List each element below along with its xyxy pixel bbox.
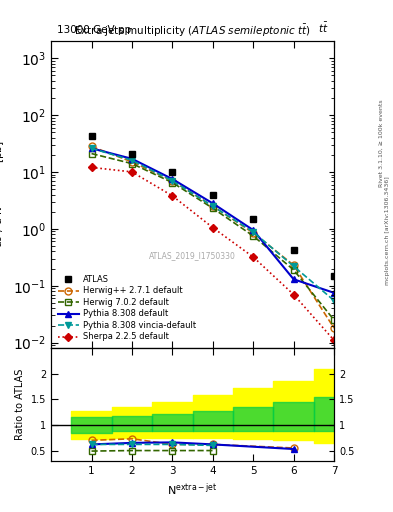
Legend: ATLAS, Herwig++ 2.7.1 default, Herwig 7.0.2 default, Pythia 8.308 default, Pythi: ATLAS, Herwig++ 2.7.1 default, Herwig 7.… — [55, 272, 198, 344]
Pythia 8.308 default — [332, 290, 336, 296]
Text: $t\bar{t}$: $t\bar{t}$ — [318, 20, 329, 35]
ATLAS — [251, 216, 255, 222]
Herwig++ 2.7.1 default — [170, 178, 175, 184]
Line: Herwig++ 2.7.1 default: Herwig++ 2.7.1 default — [88, 143, 338, 332]
Herwig++ 2.7.1 default — [210, 203, 215, 209]
Pythia 8.308 vincia-default — [251, 229, 255, 235]
Herwig++ 2.7.1 default — [251, 230, 255, 236]
Sherpa 2.2.5 default — [291, 291, 296, 297]
Herwig 7.0.2 default — [251, 233, 255, 239]
Text: Rivet 3.1.10, ≥ 100k events: Rivet 3.1.10, ≥ 100k events — [379, 99, 384, 187]
Herwig 7.0.2 default — [332, 317, 336, 323]
Title: Extra jets multiplicity $\mathit{(ATLAS\ semileptonic\ t\bar{t})}$: Extra jets multiplicity $\mathit{(ATLAS\… — [74, 23, 311, 39]
Herwig 7.0.2 default — [89, 151, 94, 157]
Herwig 7.0.2 default — [210, 205, 215, 211]
Text: 13000 GeV pp: 13000 GeV pp — [57, 25, 131, 35]
Pythia 8.308 vincia-default — [170, 178, 175, 184]
Pythia 8.308 default — [130, 156, 134, 162]
Pythia 8.308 default — [89, 145, 94, 152]
Pythia 8.308 vincia-default — [291, 263, 296, 269]
Herwig 7.0.2 default — [170, 180, 175, 186]
Sherpa 2.2.5 default — [251, 254, 255, 260]
Pythia 8.308 vincia-default — [210, 203, 215, 209]
ATLAS — [210, 191, 215, 198]
Line: Pythia 8.308 vincia-default: Pythia 8.308 vincia-default — [88, 145, 338, 304]
Line: Herwig 7.0.2 default: Herwig 7.0.2 default — [88, 150, 338, 324]
Pythia 8.308 default — [251, 227, 255, 233]
Line: Pythia 8.308 default: Pythia 8.308 default — [88, 145, 338, 296]
Pythia 8.308 vincia-default — [332, 297, 336, 304]
Sherpa 2.2.5 default — [130, 169, 134, 175]
Line: ATLAS: ATLAS — [88, 133, 338, 279]
ATLAS — [170, 169, 175, 175]
Y-axis label: d$\sigma$ / d N$^{\rm extra-jet}$  [pb]: d$\sigma$ / d N$^{\rm extra-jet}$ [pb] — [0, 141, 7, 248]
Text: ATLAS_2019_I1750330: ATLAS_2019_I1750330 — [149, 251, 236, 261]
Herwig++ 2.7.1 default — [291, 262, 296, 268]
Herwig++ 2.7.1 default — [89, 143, 94, 150]
Y-axis label: Ratio to ATLAS: Ratio to ATLAS — [15, 369, 25, 440]
ATLAS — [130, 151, 134, 157]
ATLAS — [291, 247, 296, 253]
Herwig++ 2.7.1 default — [130, 159, 134, 165]
Text: mcplots.cern.ch [arXiv:1306.3436]: mcplots.cern.ch [arXiv:1306.3436] — [385, 176, 389, 285]
Sherpa 2.2.5 default — [170, 193, 175, 199]
Herwig 7.0.2 default — [130, 161, 134, 167]
Sherpa 2.2.5 default — [89, 164, 94, 170]
Pythia 8.308 default — [170, 176, 175, 182]
Herwig++ 2.7.1 default — [332, 325, 336, 331]
Pythia 8.308 vincia-default — [130, 157, 134, 163]
Pythia 8.308 default — [210, 200, 215, 206]
ATLAS — [89, 133, 94, 139]
Herwig 7.0.2 default — [291, 267, 296, 273]
Sherpa 2.2.5 default — [332, 337, 336, 344]
X-axis label: N$^{\rm extra-jet}$: N$^{\rm extra-jet}$ — [167, 481, 218, 498]
Sherpa 2.2.5 default — [210, 225, 215, 231]
ATLAS — [332, 273, 336, 279]
Line: Sherpa 2.2.5 default: Sherpa 2.2.5 default — [89, 165, 337, 343]
Pythia 8.308 default — [291, 276, 296, 282]
Pythia 8.308 vincia-default — [89, 145, 94, 152]
